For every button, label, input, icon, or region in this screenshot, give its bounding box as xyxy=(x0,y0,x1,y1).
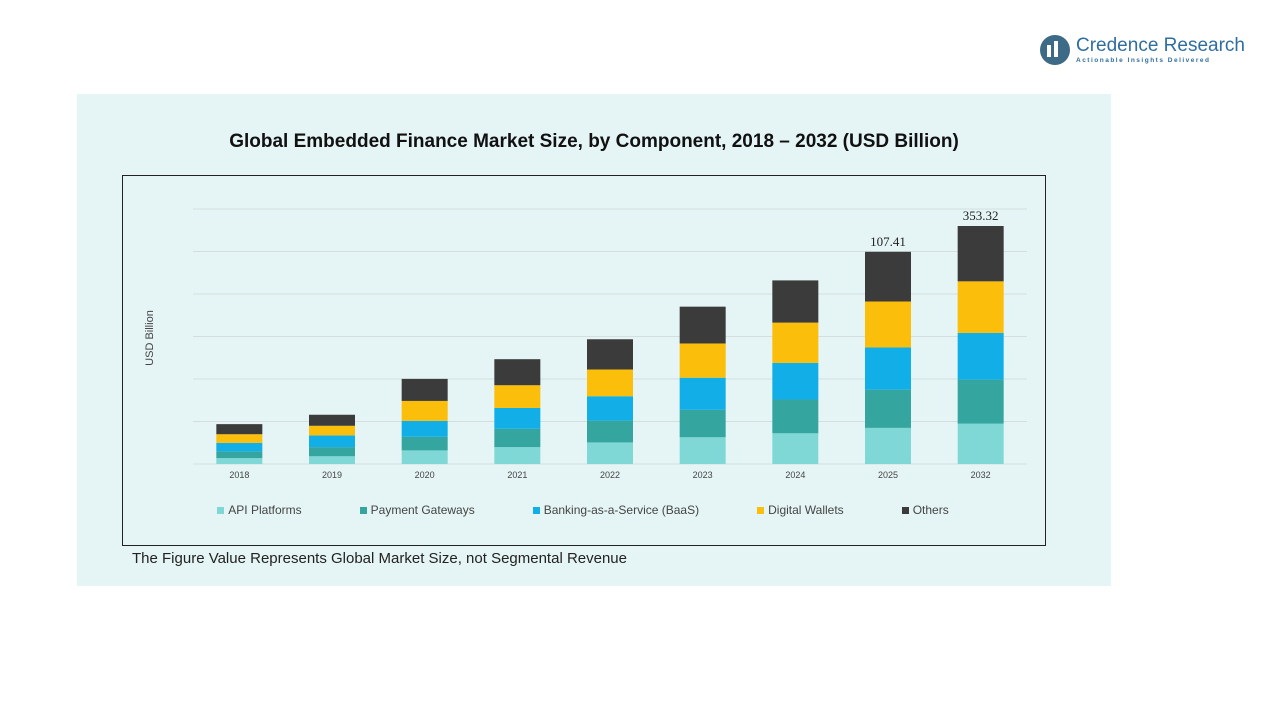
bar-segment-payment-gateways-2023 xyxy=(679,409,726,438)
legend-item: Banking-as-a-Service (BaaS) xyxy=(532,503,700,517)
chart-frame: 2018 2019 2020 2021 2022 2023 2024 2025 107.41 20… xyxy=(122,175,1046,546)
bar-segment-others-2032 xyxy=(957,226,1004,282)
bar-segment-digital-wallets-2019 xyxy=(309,425,355,436)
bar-segment-payment-gateways-2032 xyxy=(957,379,1004,424)
bar-segment-banking-as-a-service-baas--2022 xyxy=(587,396,633,421)
bar-segment-digital-wallets-2020 xyxy=(401,400,448,421)
legend-label: Others xyxy=(912,503,949,517)
bar-segment-digital-wallets-2021 xyxy=(494,385,541,408)
bar-segment-payment-gateways-2018 xyxy=(216,451,263,459)
bar-segment-api-platforms-2024 xyxy=(772,433,819,464)
brand-tagline: Actionable Insights Delivered xyxy=(1076,56,1211,64)
bar-segment-payment-gateways-2022 xyxy=(587,420,633,443)
bar-segment-payment-gateways-2024 xyxy=(772,399,819,434)
legend-item: Others xyxy=(901,503,949,517)
legend-swatch xyxy=(757,506,765,514)
bar-segment-api-platforms-2023 xyxy=(679,437,726,464)
brand-logo[interactable]: Credence Research Actionable Insights De… xyxy=(1040,32,1260,68)
y-axis-label: USD Billion xyxy=(144,310,156,366)
legend-label: Payment Gateways xyxy=(370,503,475,517)
stacked-bar-chart: 2018 2019 2020 2021 2022 2023 2024 2025 107.41 20… xyxy=(193,208,1027,480)
legend-label: API Platforms xyxy=(228,503,302,517)
bar-segment-digital-wallets-2022 xyxy=(587,369,633,397)
bar-segment-payment-gateways-2025 xyxy=(865,389,911,428)
bar-segment-api-platforms-2025 xyxy=(865,427,911,464)
bar-segment-api-platforms-2018 xyxy=(216,458,263,464)
bar-segment-api-platforms-2020 xyxy=(401,450,448,464)
bar-segment-digital-wallets-2023 xyxy=(679,343,726,378)
bar-segment-digital-wallets-2025 xyxy=(865,301,911,348)
bar-segment-payment-gateways-2020 xyxy=(401,436,448,451)
legend-swatch xyxy=(532,506,540,514)
bar-segment-payment-gateways-2021 xyxy=(494,428,541,448)
bar-segment-api-platforms-2032 xyxy=(957,423,1004,464)
x-tick-label: 2025 xyxy=(878,470,898,480)
logo-icon xyxy=(1040,35,1070,65)
data-label: 107.41 xyxy=(870,234,906,249)
x-tick-label: 2020 xyxy=(415,470,435,480)
legend-swatch xyxy=(359,506,367,514)
bar-segment-api-platforms-2019 xyxy=(309,456,355,464)
bar-segment-banking-as-a-service-baas--2025 xyxy=(865,347,911,390)
x-tick-label: 2024 xyxy=(785,470,805,480)
bar-segment-banking-as-a-service-baas--2024 xyxy=(772,362,819,400)
footnote: The Figure Value Represents Global Marke… xyxy=(132,550,627,567)
x-tick-label: 2021 xyxy=(507,470,527,480)
bar-segment-payment-gateways-2019 xyxy=(309,447,355,457)
brand-name: Credence Research xyxy=(1076,34,1245,56)
bar-segment-others-2018 xyxy=(216,424,263,435)
bar-segment-banking-as-a-service-baas--2023 xyxy=(679,377,726,410)
bar-segment-others-2024 xyxy=(772,280,819,323)
chart-title: Global Embedded Finance Market Size, by … xyxy=(229,131,959,152)
bar-segment-api-platforms-2021 xyxy=(494,447,541,464)
legend-swatch xyxy=(901,506,909,514)
chart-legend: API Platforms Payment Gateways Banking-as-… xyxy=(122,503,1044,517)
legend-item: API Platforms xyxy=(217,503,302,517)
legend-label: Banking-as-a-Service (BaaS) xyxy=(543,503,700,517)
bar-segment-others-2025 xyxy=(865,251,911,302)
bar-segment-digital-wallets-2024 xyxy=(772,322,819,363)
x-tick-label: 2022 xyxy=(600,470,620,480)
bar-segment-others-2020 xyxy=(401,378,448,401)
bar-segment-others-2023 xyxy=(679,306,726,344)
legend-item: Payment Gateways xyxy=(359,503,475,517)
legend-label: Digital Wallets xyxy=(768,503,844,517)
bar-segment-others-2019 xyxy=(309,414,355,426)
bar-segment-banking-as-a-service-baas--2018 xyxy=(216,442,263,452)
bar-segment-banking-as-a-service-baas--2021 xyxy=(494,407,541,429)
bar-segment-banking-as-a-service-baas--2019 xyxy=(309,435,355,448)
bar-segment-digital-wallets-2032 xyxy=(957,281,1004,333)
bar-segment-banking-as-a-service-baas--2020 xyxy=(401,420,448,437)
bar-segment-api-platforms-2022 xyxy=(587,442,633,464)
bar-segment-banking-as-a-service-baas--2032 xyxy=(957,332,1004,380)
x-tick-label: 2018 xyxy=(229,470,249,480)
legend-item: Digital Wallets xyxy=(757,503,844,517)
legend-swatch xyxy=(217,506,225,514)
bar-segment-digital-wallets-2018 xyxy=(216,434,263,443)
bar-segment-others-2021 xyxy=(494,359,541,386)
data-label: 353.32 xyxy=(963,208,999,223)
bar-segment-others-2022 xyxy=(587,339,633,370)
x-tick-label: 2023 xyxy=(693,470,713,480)
x-tick-label: 2019 xyxy=(322,470,342,480)
x-tick-label: 2032 xyxy=(971,470,991,480)
